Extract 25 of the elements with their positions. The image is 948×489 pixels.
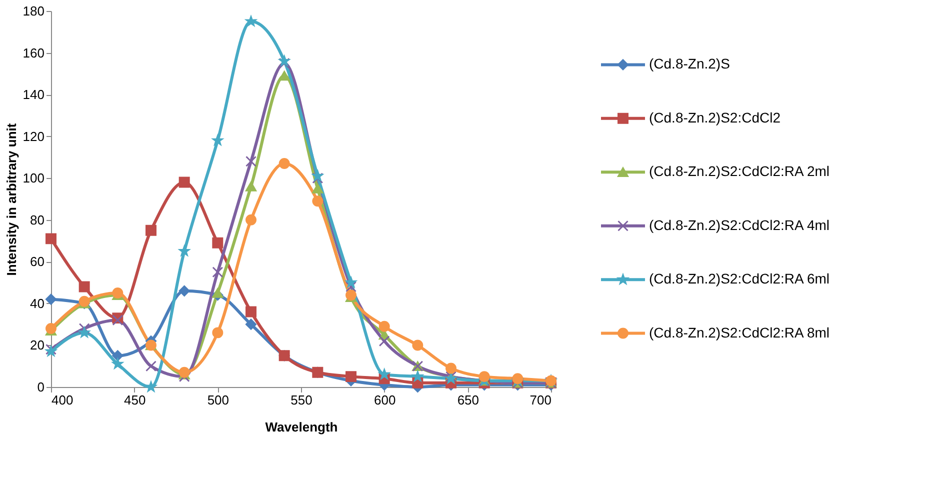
x-tick-label: 650 xyxy=(457,392,480,408)
legend-label: (Cd.8-Zn.2)S xyxy=(649,56,730,72)
y-tick-label: 160 xyxy=(22,45,44,60)
x-tick-label: 550 xyxy=(290,392,312,408)
x-tick-label: 450 xyxy=(124,392,146,408)
legend-label: (Cd.8-Zn.2)S2:CdCl2 xyxy=(649,109,781,126)
x-axis-title: Wavelength xyxy=(265,420,338,434)
y-tick-label: 120 xyxy=(22,128,44,144)
y-tick-label: 0 xyxy=(37,380,44,394)
legend-label: (Cd.8-Zn.2)S2:CdCl2:RA 4ml xyxy=(649,216,830,233)
legend-label: (Cd.8-Zn.2)S2:CdCl2:RA 8ml xyxy=(649,324,830,340)
x-tick-label: 600 xyxy=(374,392,396,408)
x-tick-label: 500 xyxy=(207,392,230,408)
y-tick-label: 80 xyxy=(30,212,44,228)
x-tick-label: 700 xyxy=(530,392,552,408)
legend-label: (Cd.8-Zn.2)S2:CdCl2:RA 2ml xyxy=(649,163,830,180)
y-tick-label: 180 xyxy=(22,4,44,18)
y-tick-label: 40 xyxy=(30,296,44,311)
y-tick-label: 100 xyxy=(22,170,44,186)
y-tick-label: 60 xyxy=(30,254,44,270)
y-axis-title: Intensity in arbitrary unit xyxy=(4,122,19,276)
legend-label: (Cd.8-Zn.2)S2:CdCl2:RA 6ml xyxy=(649,270,830,287)
y-tick-label: 20 xyxy=(30,338,44,353)
x-tick-label: 400 xyxy=(52,392,74,408)
y-tick-label: 140 xyxy=(22,87,44,102)
